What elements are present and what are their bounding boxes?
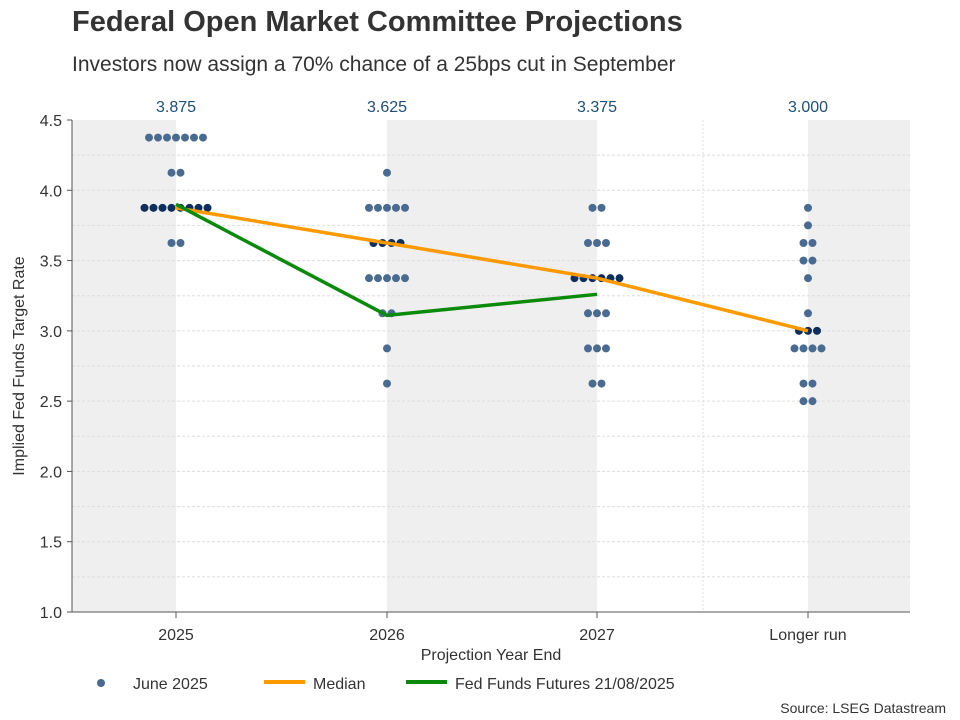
participant-dot [588,379,597,388]
participant-dot [808,397,817,406]
participant-dot [584,309,592,318]
participant-dot [181,133,189,142]
participant-dot [804,274,812,283]
participant-dot [808,379,817,388]
participant-dot [593,344,601,353]
y-tick-label: 1.5 [40,535,62,552]
participant-dot [593,239,601,247]
participant-dot [597,379,606,388]
participant-dot [799,397,808,406]
y-tick-label: 4.0 [40,183,62,200]
participant-dot [584,344,592,353]
participant-dot [799,379,808,388]
legend-label-futures: Fed Funds Futures 21/08/2025 [455,676,675,693]
x-tick-label: 2027 [579,627,615,644]
participant-dot [383,274,391,283]
participant-dot [799,256,808,265]
participant-dot [176,168,185,177]
participant-dot [145,133,153,142]
x-tick-label: 2026 [369,627,405,644]
participant-dot [365,203,373,212]
participant-dot [602,309,610,318]
participant-dot [383,379,391,388]
source-note: Source: LSEG Datastream [780,700,946,716]
median-line [175,206,809,333]
participant-dot [365,274,373,283]
participant-dot [154,133,162,142]
y-tick-label: 2.5 [40,394,62,411]
median-dot [615,274,624,283]
median-label: 3.375 [577,99,617,116]
participant-dot [588,203,597,212]
participant-dot [172,133,180,142]
participant-dot [374,203,382,212]
participant-dot [584,239,592,247]
participant-dot [790,344,799,353]
chart-subtitle: Investors now assign a 70% chance of a 2… [72,53,676,76]
participant-dot [808,256,817,265]
participant-dot [383,344,391,353]
median-dot [149,203,158,212]
x-tick-label: Longer run [769,627,846,644]
x-axis-label: Projection Year End [421,647,562,664]
median-dot [140,203,149,212]
participant-dot [799,344,808,353]
median-dot [813,326,821,335]
participant-dot [808,344,817,353]
participant-dot [817,344,826,353]
participant-dot [383,203,391,212]
futures-line [175,202,598,318]
y-tick-label: 1.0 [40,605,62,622]
participant-dot [804,221,812,230]
participant-dot [190,133,198,142]
median-label: 3.875 [156,99,196,116]
participant-dot [602,344,610,353]
participant-dot [401,274,409,283]
participant-dot [392,274,400,283]
legend-label-june: June 2025 [133,676,208,693]
participant-dot [167,239,176,247]
participant-dot [167,168,176,177]
participant-dot [392,203,400,212]
y-tick-label: 4.5 [40,113,62,130]
participant-dot [176,239,185,247]
participant-dot [597,203,606,212]
legend-dot-icon [97,679,105,687]
participant-dot [163,133,171,142]
participant-dot [804,309,812,318]
participant-dot [602,239,610,247]
participant-dot [199,133,207,142]
y-tick-label: 2.0 [40,464,62,481]
median-dot [167,203,176,212]
participant-dot [808,239,817,247]
median-dot [158,203,167,212]
participant-dot [383,168,391,177]
y-tick-label: 3.0 [40,324,62,341]
participant-dot [804,203,812,212]
chart-title: Federal Open Market Committee Projection… [72,6,683,38]
median-dot [203,203,212,212]
median-label: 3.625 [367,99,407,116]
participant-dot [593,309,601,318]
median-label: 3.000 [788,99,828,116]
participant-dot [374,274,382,283]
participant-dot [401,203,409,212]
participant-dot [799,239,808,247]
y-tick-label: 3.5 [40,254,62,271]
legend-label-median: Median [313,676,365,693]
x-tick-label: 2025 [158,627,194,644]
y-axis-label: Implied Fed Funds Target Rate [11,256,28,475]
